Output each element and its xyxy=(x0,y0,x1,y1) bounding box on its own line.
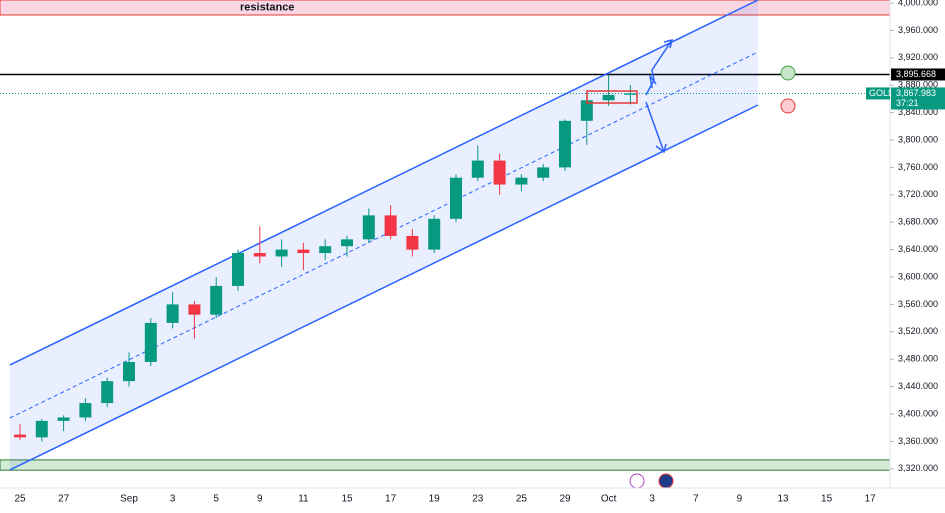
candle-body xyxy=(471,160,484,178)
target-circle xyxy=(780,65,796,81)
axes: 3,320.000 3,360.000 3,400.000 3,440.000 3,48… xyxy=(14,0,945,505)
level-label: 3,895.668 xyxy=(896,69,936,79)
candle-body xyxy=(580,100,593,121)
candle-body xyxy=(297,249,310,254)
x-tick-label: 9 xyxy=(257,494,263,505)
x-tick-label: 5 xyxy=(213,494,219,505)
candle-body xyxy=(362,215,375,240)
x-tick-label: 3 xyxy=(170,494,176,505)
x-tick-label: 15 xyxy=(341,494,353,505)
x-tick-label: 9 xyxy=(737,494,743,505)
y-tick-label: 3,880.000 xyxy=(898,80,938,90)
y-tick-label: 3,960.000 xyxy=(898,25,938,35)
candle-body xyxy=(341,239,353,247)
y-tick-label: 3,760.000 xyxy=(898,162,938,172)
candle-body xyxy=(166,304,179,323)
candle-body xyxy=(14,434,26,438)
symbol-tag xyxy=(866,87,890,100)
symbol-label: GOLD xyxy=(869,88,895,98)
flag-icon xyxy=(658,473,674,489)
x-tick-label: 17 xyxy=(385,494,397,505)
resistance-label: resistance xyxy=(240,1,294,13)
x-tick-label: 3 xyxy=(649,494,655,505)
y-tick-label: 3,800.000 xyxy=(898,134,938,144)
x-tick-label: 29 xyxy=(559,494,571,505)
x-tick-label: 19 xyxy=(429,494,441,505)
candle-body xyxy=(428,218,441,250)
candle-body xyxy=(188,304,201,315)
support-zone xyxy=(0,459,891,471)
arrow-head xyxy=(655,143,667,154)
candle-body xyxy=(602,94,615,101)
y-tick-label: 3,600.000 xyxy=(898,271,938,281)
candle-body xyxy=(253,253,266,257)
y-tick-label: 4,000.000 xyxy=(898,0,938,7)
candle-body xyxy=(450,177,462,219)
candle-body xyxy=(384,215,397,236)
y-tick-label: 3,320.000 xyxy=(898,463,938,473)
x-tick-label: 13 xyxy=(777,494,789,505)
y-tick-label: 3,640.000 xyxy=(898,244,938,254)
candle-body xyxy=(559,120,571,168)
y-tick-label: 3,920.000 xyxy=(898,52,938,62)
candle-body xyxy=(275,249,288,257)
x-tick-label: Oct xyxy=(601,494,617,505)
arrow-down xyxy=(645,101,665,153)
y-tick-label: 3,520.000 xyxy=(898,326,938,336)
candle-body xyxy=(232,253,244,286)
candle-body xyxy=(57,417,70,421)
y-tick-label: 3,440.000 xyxy=(898,381,938,391)
candle-body xyxy=(537,167,550,178)
last-price-label: 3,867.983 xyxy=(896,88,936,98)
x-tick-label: 15 xyxy=(821,494,833,505)
x-tick-label: 27 xyxy=(58,494,70,505)
candle-body xyxy=(101,381,114,404)
candle-body xyxy=(35,420,48,438)
x-tick-label: Sep xyxy=(120,494,138,505)
channel-lower xyxy=(9,104,759,471)
candle-body xyxy=(210,285,223,315)
y-tick-label: 3,400.000 xyxy=(898,408,938,418)
candle-body xyxy=(144,322,157,362)
stop-circle xyxy=(780,98,796,114)
y-tick-label: 3,680.000 xyxy=(898,217,938,227)
channel-middle xyxy=(9,51,759,419)
arrow-head xyxy=(663,38,674,49)
candle-body xyxy=(79,403,92,418)
x-tick-label: 7 xyxy=(693,494,699,505)
countdown-label: 37:21 xyxy=(896,98,919,108)
x-tick-label: 25 xyxy=(14,494,26,505)
scenario-arrows xyxy=(645,38,674,154)
y-tick-label: 3,560.000 xyxy=(898,299,938,309)
y-tick-label: 3,480.000 xyxy=(898,354,938,364)
candle-body xyxy=(123,361,135,382)
channel-upper xyxy=(9,0,759,366)
x-tick-label: 25 xyxy=(516,494,528,505)
x-tick-label: 17 xyxy=(865,494,877,505)
y-tick-label: 3,720.000 xyxy=(898,189,938,199)
x-tick-label: 23 xyxy=(472,494,484,505)
channel xyxy=(9,0,759,471)
candle-body xyxy=(406,235,419,250)
y-tick-label: 3,360.000 xyxy=(898,436,938,446)
candle-body xyxy=(515,177,528,185)
arrow-head xyxy=(649,75,657,89)
last-price-tag xyxy=(891,87,945,110)
consolidation-box xyxy=(586,90,638,104)
event-icon xyxy=(629,473,645,489)
arrow-up xyxy=(645,39,673,96)
candles xyxy=(14,74,637,442)
candle-body xyxy=(319,246,332,254)
level-tag xyxy=(891,68,945,81)
y-tick-label: 3,840.000 xyxy=(898,107,938,117)
candle-body xyxy=(493,160,506,185)
x-tick-label: 11 xyxy=(298,494,309,505)
candle-body xyxy=(624,93,637,95)
